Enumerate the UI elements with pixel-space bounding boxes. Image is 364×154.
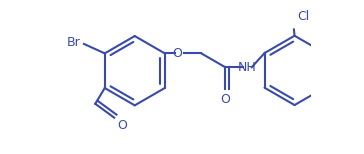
Text: NH: NH bbox=[238, 61, 257, 74]
Text: O: O bbox=[117, 119, 127, 132]
Text: O: O bbox=[173, 47, 182, 60]
Text: Cl: Cl bbox=[298, 10, 310, 23]
Text: O: O bbox=[220, 93, 230, 106]
Text: Br: Br bbox=[67, 36, 81, 49]
